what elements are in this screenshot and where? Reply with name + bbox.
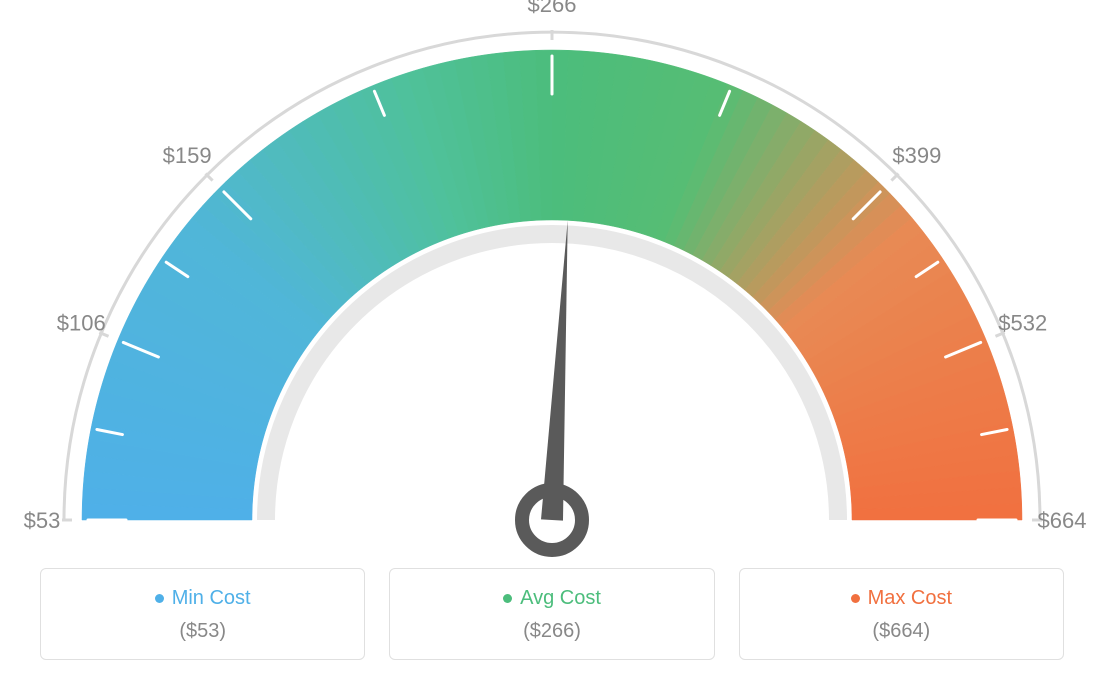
legend-value-avg: ($266) — [400, 620, 703, 643]
legend-value-min: ($53) — [51, 620, 354, 643]
legend-row: Min Cost ($53) Avg Cost ($266) Max Cost … — [40, 568, 1064, 660]
gauge-tick-label: $532 — [998, 311, 1047, 336]
legend-title-avg: Avg Cost — [503, 587, 601, 610]
legend-card-avg: Avg Cost ($266) — [389, 568, 714, 660]
legend-card-max: Max Cost ($664) — [739, 568, 1064, 660]
legend-title-min: Min Cost — [155, 587, 251, 610]
gauge-needle — [541, 220, 568, 520]
legend-label-min: Min Cost — [172, 587, 251, 610]
gauge-tick-label: $159 — [163, 143, 212, 168]
gauge-chart: $53 $106 $159 $266 $399 $532 $664 — [0, 0, 1104, 560]
legend-label-max: Max Cost — [868, 587, 952, 610]
legend-card-min: Min Cost ($53) — [40, 568, 365, 660]
gauge-tick-label: $266 — [528, 0, 577, 17]
legend-value-max: ($664) — [750, 620, 1053, 643]
legend-dot-min — [155, 594, 164, 603]
legend-dot-avg — [503, 594, 512, 603]
gauge-tick-label: $399 — [892, 143, 941, 168]
legend-dot-max — [851, 594, 860, 603]
legend-title-max: Max Cost — [851, 587, 952, 610]
gauge-tick-label: $53 — [24, 508, 61, 533]
legend-label-avg: Avg Cost — [520, 587, 601, 610]
gauge-tick-label: $106 — [57, 311, 106, 336]
gauge-svg: $53 $106 $159 $266 $399 $532 $664 — [0, 0, 1104, 560]
gauge-tick-label: $664 — [1038, 508, 1087, 533]
